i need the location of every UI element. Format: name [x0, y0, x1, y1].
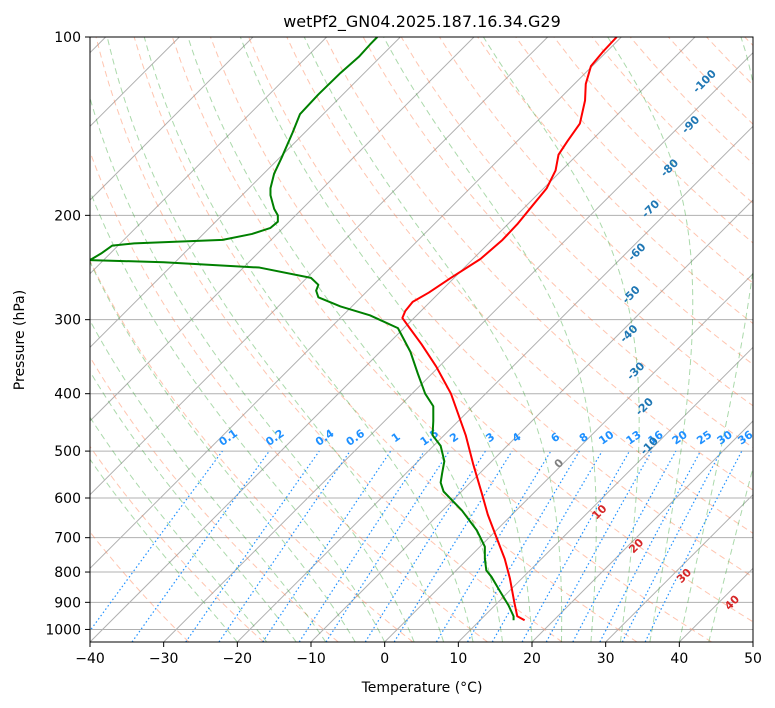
mixing-ratio-label: 36	[735, 428, 755, 448]
x-axis-title: Temperature (°C)	[361, 680, 483, 696]
isotherm-line	[605, 493, 753, 642]
mixing-ratio-line	[572, 450, 677, 642]
isotherm-line	[90, 37, 549, 496]
mixing-ratio-line	[325, 450, 450, 642]
plot-area: 0.1 0.2 0.4 0.6 1 1.5 2 3 4 6 8 10 13 16 20 25 30 36-100-…	[90, 37, 755, 642]
isotherm-line	[310, 199, 753, 642]
y-tick-label: 600	[54, 491, 81, 507]
mixing-ratio-line	[90, 450, 223, 632]
moist-adiabat	[90, 96, 415, 642]
dry-adiabat	[286, 37, 753, 534]
moist-adiabat	[482, 37, 640, 642]
x-tick-label: −40	[75, 651, 105, 667]
moist-adiabat	[383, 37, 597, 642]
mixing-ratio-line	[393, 450, 513, 642]
moist-adiabat	[90, 458, 238, 642]
mixing-ratio-line	[644, 450, 743, 642]
y-tick-label: 1000	[45, 622, 81, 638]
y-tick-label: 300	[54, 313, 81, 329]
x-tick-label: 0	[380, 651, 389, 667]
x-axis: −40 −30 −20 −10 0 10 20 30 40 50	[75, 642, 762, 667]
y-tick-label: 100	[54, 30, 81, 46]
x-tick-label: 50	[744, 651, 762, 667]
dry-adiabat	[133, 37, 638, 642]
y-tick-label: 800	[54, 565, 81, 581]
moist-adiabat	[90, 416, 268, 642]
x-tick-label: −30	[149, 651, 179, 667]
sounding-profiles	[90, 37, 618, 622]
x-tick-label: 10	[449, 651, 467, 667]
moist-adiabat	[90, 189, 386, 642]
isotherm-line	[90, 37, 328, 275]
dewpoint-profile-line	[90, 37, 515, 621]
mixing-ratio-line	[218, 450, 351, 642]
isotherm-line	[163, 51, 753, 642]
dry-adiabat	[171, 37, 712, 642]
x-tick-label: −20	[223, 651, 253, 667]
y-axis-title: Pressure (hPa)	[12, 290, 28, 390]
temperature-profile-line	[401, 37, 618, 622]
x-tick-label: 20	[523, 651, 541, 667]
isotherm-line	[457, 346, 753, 642]
dry-adiabat	[248, 37, 753, 578]
dry-adiabat	[90, 259, 414, 642]
moist-adiabat	[607, 37, 694, 642]
y-axis: 100 200 300 400 500 600 700 800 900 1000	[45, 30, 90, 638]
moist-adiabat	[90, 370, 297, 642]
mixing-ratio-line	[185, 450, 320, 642]
moist-adiabat	[678, 37, 753, 642]
y-tick-label: 400	[54, 387, 81, 403]
isotherm-line	[90, 37, 622, 570]
dry-adiabat	[515, 37, 753, 284]
moist-adiabat	[303, 37, 563, 642]
dry-adiabat	[324, 37, 753, 491]
x-tick-label: 40	[670, 651, 688, 667]
background-lines	[90, 37, 753, 642]
y-tick-label: 700	[54, 531, 81, 547]
mixing-ratio-line	[298, 450, 425, 642]
y-tick-label: 900	[54, 595, 81, 611]
plot-frame	[89, 36, 754, 643]
mixing-ratio-line	[521, 450, 631, 642]
isotherm-line	[384, 272, 753, 642]
mixing-ratio-line	[262, 450, 392, 642]
isotherm-line	[90, 37, 696, 642]
y-tick-label: 500	[54, 444, 81, 460]
mixing-ratio-line	[131, 450, 270, 642]
x-tick-label: 30	[597, 651, 615, 667]
mixing-ratio-line	[545, 450, 653, 642]
isotherm-line	[90, 37, 401, 349]
dry-adiabat	[210, 37, 753, 623]
y-tick-label: 200	[54, 208, 81, 224]
isotherm-line	[90, 37, 475, 422]
isotherm-line	[90, 37, 254, 201]
moist-adiabat	[90, 319, 327, 642]
dry-adiabat	[90, 356, 339, 642]
isotherm-line	[236, 125, 753, 642]
moist-adiabat	[90, 260, 356, 642]
x-tick-label: −10	[296, 651, 326, 667]
moist-adiabat	[708, 466, 753, 642]
isotherm-line	[531, 420, 753, 642]
moist-adiabat	[106, 37, 445, 642]
moist-adiabat	[239, 37, 533, 642]
chart-title: wetPf2_GN04.2025.187.16.34.G29	[283, 12, 561, 32]
moist-adiabat	[143, 37, 474, 642]
dry-adiabat	[90, 445, 264, 642]
